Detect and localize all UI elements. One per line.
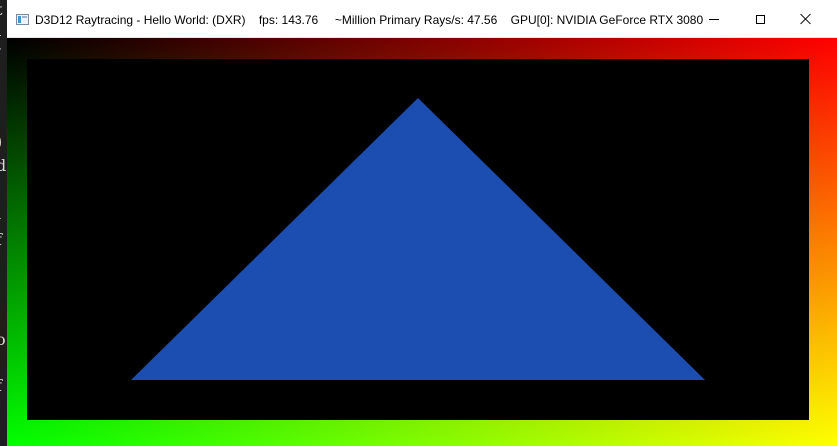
blue-triangle [131, 98, 705, 380]
background-text: f [0, 376, 2, 395]
window-title: D3D12 Raytracing - Hello World: (DXR) fp… [35, 13, 704, 27]
maximize-icon [755, 14, 765, 24]
background-app-edge: t [ ) d i f o f [0, 0, 8, 446]
minimize-button[interactable] [691, 0, 737, 38]
minimize-icon [709, 18, 719, 20]
background-text: d [0, 156, 7, 175]
background-text: [ [0, 32, 2, 51]
background-text: f [0, 230, 2, 249]
background-text: i [0, 204, 1, 223]
close-icon [800, 13, 812, 25]
render-viewport[interactable] [7, 38, 837, 446]
background-text: o [0, 330, 6, 349]
raytraced-scene [7, 38, 837, 446]
close-button[interactable] [783, 0, 829, 38]
title-bar[interactable]: D3D12 Raytracing - Hello World: (DXR) fp… [7, 0, 837, 38]
background-text: t [0, 0, 2, 19]
background-text: ) [0, 132, 2, 151]
maximize-button[interactable] [737, 0, 783, 38]
app-window-icon[interactable] [16, 14, 29, 25]
